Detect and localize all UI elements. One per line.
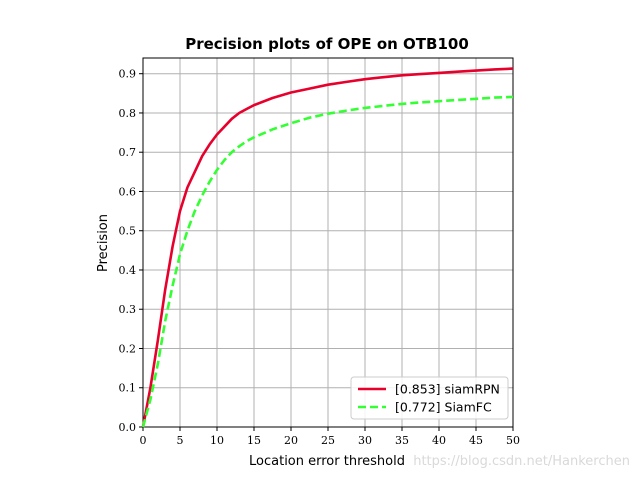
legend-label-1: [0.853] siamRPN [395,382,500,397]
y-tick-label: 0.7 [119,146,137,159]
series-line-1 [141,67,514,428]
x-tick-label: 20 [284,434,298,447]
y-tick-label: 0.9 [119,68,137,81]
axis-ticks: 0 5 10 15 20 25 30 35 40 45 50 0.0 0.1 0.2 0.3 0.4 0.5 0.… [119,68,521,447]
x-axis-label: Location error threshold [249,454,405,469]
legend: [0.853] siamRPN [0.772] SiamFC [350,376,509,420]
y-tick-label: 0.2 [119,342,137,355]
y-tick-label: 0.1 [119,382,137,395]
y-tick-label: 0.6 [119,185,137,198]
x-tick-label: 45 [469,434,483,447]
x-tick-label: 35 [395,434,409,447]
series-line-2 [141,95,514,428]
legend-box [350,376,509,420]
x-tick-label: 25 [321,434,335,447]
series-lines [141,67,514,428]
x-tick-label: 0 [140,434,147,447]
legend-label-2: [0.772] SiamFC [395,400,492,415]
x-tick-label: 15 [247,434,261,447]
y-tick-label: 0.3 [119,303,137,316]
x-tick-label: 10 [210,434,224,447]
y-axis-label: Precision [96,214,111,272]
y-tick-label: 0.4 [119,264,137,277]
watermark: https://blog.csdn.net/Hankerchen [413,454,630,469]
x-tick-label: 50 [506,434,520,447]
x-tick-label: 30 [358,434,372,447]
x-tick-label: 5 [177,434,184,447]
y-tick-label: 0.5 [119,225,137,238]
y-tick-label: 0.0 [119,421,137,434]
y-tick-label: 0.8 [119,107,137,120]
chart-title: Precision plots of OPE on OTB100 [185,35,469,53]
x-tick-label: 40 [432,434,446,447]
